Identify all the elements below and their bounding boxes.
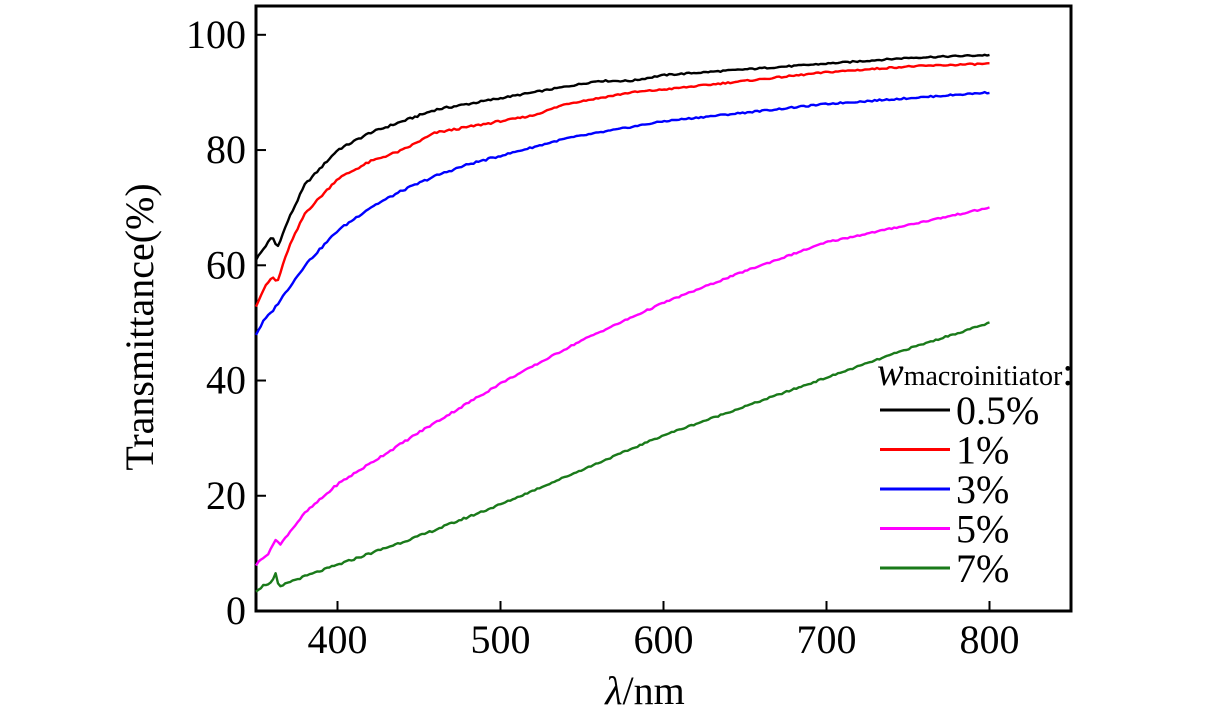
legend-title-sub: macroinitiator [904,361,1063,392]
series-line-3% [254,90,990,336]
legend-label-5%: 5% [956,507,1009,552]
plot-frame [254,4,1073,613]
ticks-group [256,33,991,612]
legend-title: wmacroinitiator: [877,349,1073,394]
labels-group: 400 500 600 700 800 0 20 40 60 80 100 [186,12,1020,662]
x-tick-label-800: 800 [960,617,1020,662]
x-tick-label-600: 600 [634,617,694,662]
y-axis-title: Transmittance(%) [117,183,162,470]
series-line-7% [255,321,990,593]
legend-label-0.5%: 0.5% [956,388,1039,433]
y-tick-label-0: 0 [226,588,246,633]
x-axis-symbol: λ [604,668,622,709]
y-tick-label-80: 80 [206,127,246,172]
legend: wmacroinitiator: 0.5%1%3%5%7% [877,349,1073,591]
series-group [254,53,990,593]
y-tick-label-100: 100 [186,12,246,57]
series-line-5% [254,206,990,567]
legend-label-1%: 1% [956,428,1009,473]
legend-label-7%: 7% [956,546,1009,591]
y-tick-label-60: 60 [206,242,246,287]
x-axis-unit: /nm [623,668,685,709]
y-tick-label-20: 20 [206,473,246,518]
x-tick-label-500: 500 [471,617,531,662]
series-line-0.5% [254,53,990,261]
series-line-1% [254,62,990,308]
x-tick-label-400: 400 [308,617,368,662]
x-axis-title: λ/nm [604,668,685,709]
y-tick-label-40: 40 [206,358,246,403]
legend-label-3%: 3% [956,467,1009,512]
x-tick-label-700: 700 [797,617,857,662]
legend-title-var: w [877,349,904,394]
legend-title-suffix: : [1062,349,1073,394]
